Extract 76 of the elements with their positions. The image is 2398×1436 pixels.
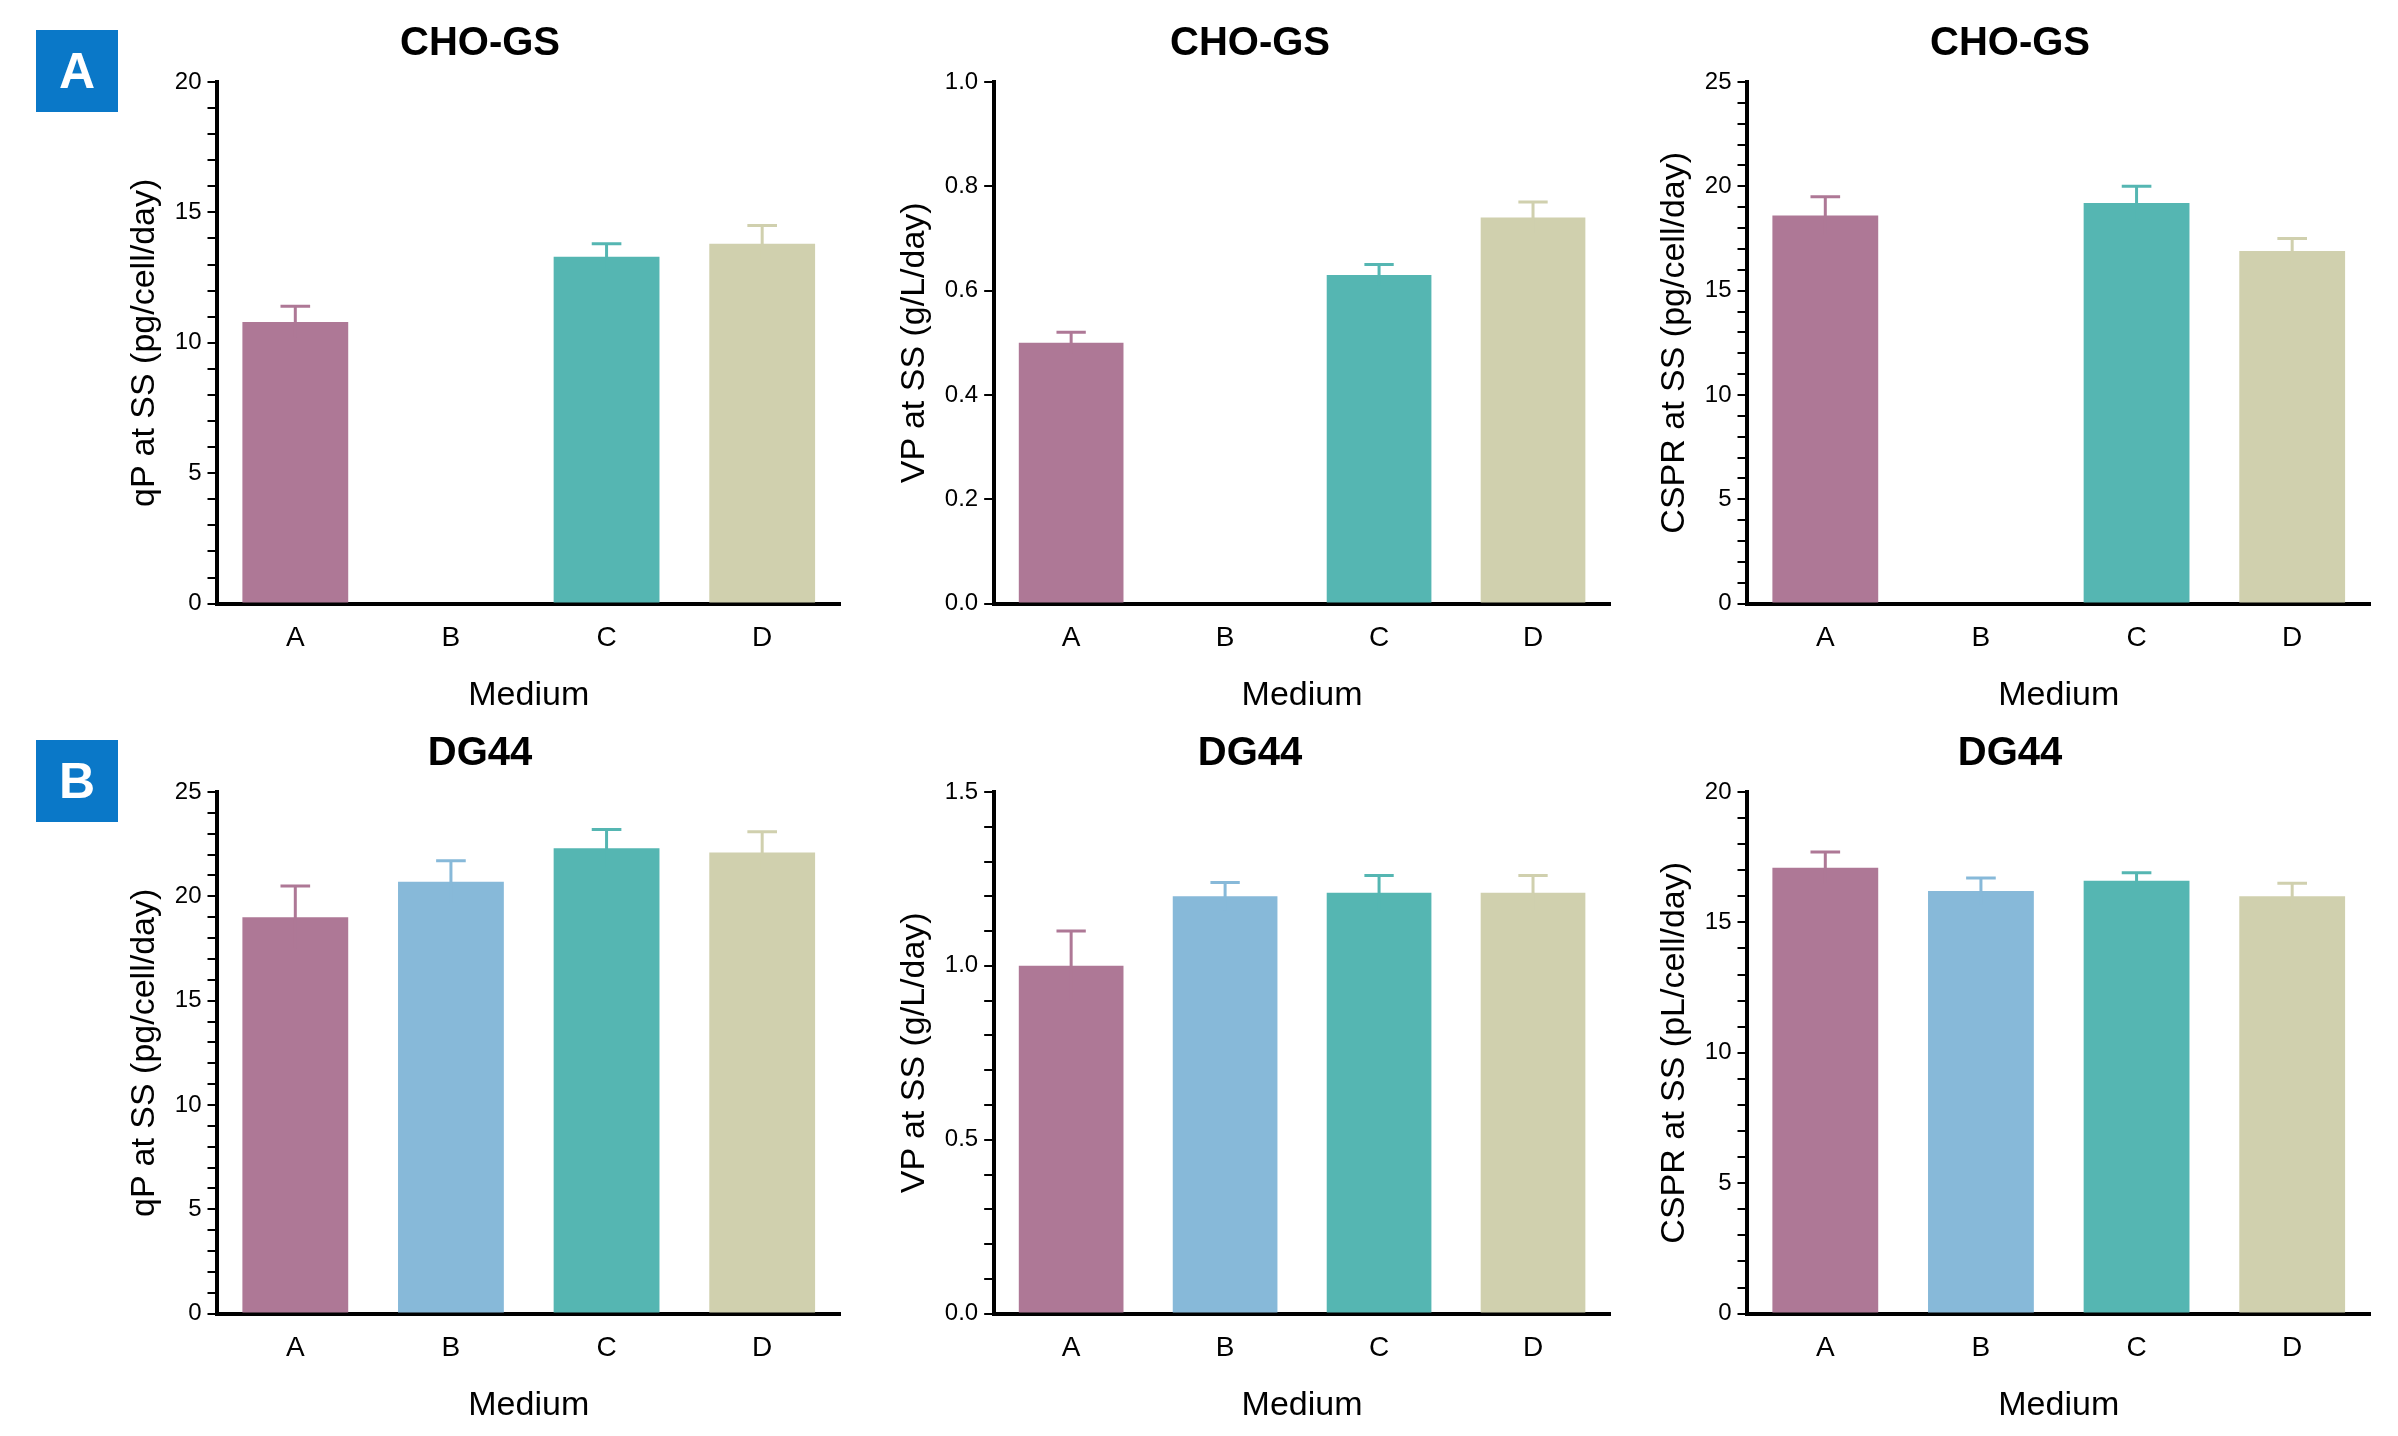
y-tick-label: 15 xyxy=(174,985,202,1013)
x-tick-label: D xyxy=(752,621,773,653)
x-tick-label: B xyxy=(1215,621,1235,653)
x-tick-label: C xyxy=(596,1331,617,1363)
x-tick-label: C xyxy=(2126,1331,2147,1363)
x-axis-title: Medium xyxy=(1241,1383,1363,1422)
y-tick-label: 0.0 xyxy=(944,588,979,616)
chart-title: CHO-GS xyxy=(400,19,560,64)
y-tick-label: 15 xyxy=(1704,907,1732,935)
y-axis-title: qP at SS (pg/cell/day) xyxy=(122,888,161,1217)
y-tick-label: 0.4 xyxy=(944,379,979,407)
y-tick-label: 1.0 xyxy=(944,66,979,94)
x-tick-label: C xyxy=(2126,621,2147,653)
y-tick-label: 0.0 xyxy=(944,1298,979,1326)
x-tick-label: A xyxy=(1061,1331,1081,1363)
x-tick-label: C xyxy=(1368,1331,1390,1363)
y-tick-label: 0 xyxy=(188,588,202,616)
x-tick-label: B xyxy=(1971,1331,1991,1363)
x-tick-label: D xyxy=(2282,621,2303,653)
chart-title: DG44 xyxy=(1957,729,2063,774)
y-tick-label: 15 xyxy=(174,197,202,225)
x-axis-title: Medium xyxy=(1241,673,1363,712)
y-tick-label: 5 xyxy=(188,457,202,485)
x-tick-label: D xyxy=(1522,1331,1544,1363)
y-tick-label: 0 xyxy=(188,1298,202,1326)
x-tick-label: A xyxy=(285,621,305,653)
y-tick-label: 5 xyxy=(188,1193,202,1221)
y-tick-label: 20 xyxy=(1704,776,1732,804)
x-axis-title: Medium xyxy=(1998,673,2120,712)
y-tick-label: 0.5 xyxy=(944,1124,979,1152)
y-tick-label: 0.8 xyxy=(944,170,979,198)
y-tick-label: 20 xyxy=(174,66,202,94)
x-tick-label: D xyxy=(2282,1331,2303,1363)
y-tick-label: 0.2 xyxy=(944,483,979,511)
text: B xyxy=(36,740,118,822)
chart-title: CHO-GS xyxy=(1930,19,2090,64)
x-tick-label: A xyxy=(285,1331,305,1363)
x-tick-label: D xyxy=(752,1331,773,1363)
x-tick-label: B xyxy=(441,1331,461,1363)
x-axis-title: Medium xyxy=(468,1383,590,1422)
y-tick-label: 10 xyxy=(174,327,202,355)
x-tick-label: B xyxy=(1215,1331,1235,1363)
x-tick-label: D xyxy=(1522,621,1544,653)
x-tick-label: A xyxy=(1815,1331,1835,1363)
y-tick-label: 5 xyxy=(1718,1167,1732,1195)
y-tick-label: 20 xyxy=(1704,170,1732,198)
y-tick-label: 10 xyxy=(1704,1037,1732,1065)
x-axis-title: Medium xyxy=(468,673,590,712)
x-axis-title: Medium xyxy=(1998,1383,2120,1422)
y-tick-label: 10 xyxy=(1704,379,1732,407)
y-axis-title: VP at SS (g/L/day) xyxy=(892,912,931,1194)
x-tick-label: A xyxy=(1061,621,1081,653)
y-tick-label: 1.5 xyxy=(944,776,979,804)
chart-title: CHO-GS xyxy=(1170,19,1330,64)
y-axis-title: qP at SS (pg/cell/day) xyxy=(122,178,161,507)
y-tick-label: 0 xyxy=(1718,1298,1732,1326)
x-tick-label: B xyxy=(1971,621,1991,653)
chart-title: DG44 xyxy=(427,729,533,774)
x-tick-label: C xyxy=(596,621,617,653)
y-tick-label: 0.6 xyxy=(944,275,979,303)
y-axis-title: VP at SS (g/L/day) xyxy=(892,202,931,484)
y-tick-label: 0 xyxy=(1718,588,1732,616)
y-tick-label: 25 xyxy=(174,776,202,804)
x-tick-label: A xyxy=(1815,621,1835,653)
y-tick-label: 20 xyxy=(174,880,202,908)
text: A xyxy=(36,30,118,112)
x-tick-label: B xyxy=(441,621,461,653)
y-tick-label: 1.0 xyxy=(944,950,979,978)
x-tick-label: C xyxy=(1368,621,1390,653)
chart-title: DG44 xyxy=(1197,729,1303,774)
y-axis-title: CSPR at SS (pg/cell/day) xyxy=(1652,151,1691,534)
y-tick-label: 15 xyxy=(1704,275,1732,303)
y-axis-title: CSPR at SS (pL/cell/day) xyxy=(1652,861,1691,1244)
y-tick-label: 25 xyxy=(1704,66,1732,94)
y-tick-label: 10 xyxy=(174,1089,202,1117)
y-tick-label: 5 xyxy=(1718,483,1732,511)
